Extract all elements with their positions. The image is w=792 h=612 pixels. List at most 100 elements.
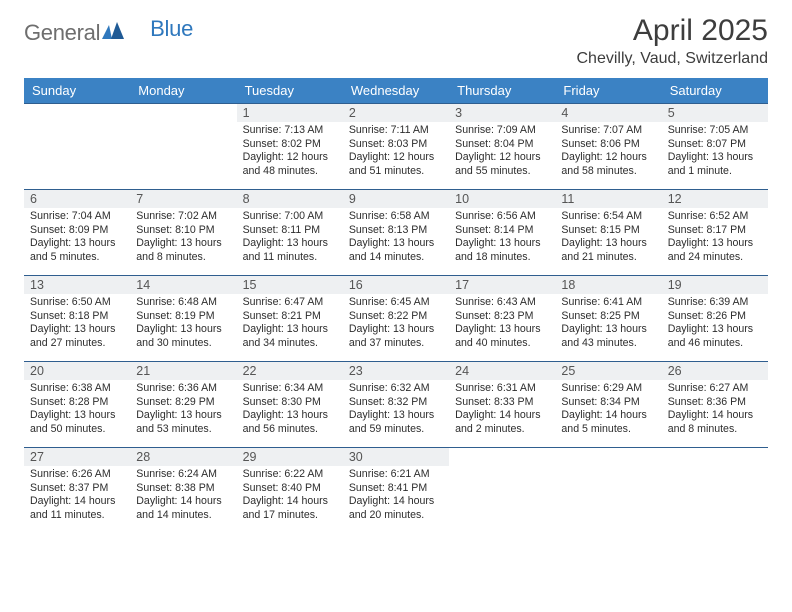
day-number: 30: [343, 448, 449, 466]
sunset-text: Sunset: 8:22 PM: [349, 310, 443, 324]
sunrise-text: Sunrise: 6:48 AM: [136, 296, 230, 310]
calendar-cell: 2Sunrise: 7:11 AMSunset: 8:03 PMDaylight…: [343, 103, 449, 189]
calendar-cell: 22Sunrise: 6:34 AMSunset: 8:30 PMDayligh…: [237, 361, 343, 447]
header: General Blue April 2025 Chevilly, Vaud, …: [24, 14, 768, 68]
sunrise-text: Sunrise: 6:41 AM: [561, 296, 655, 310]
day-number: 15: [237, 276, 343, 294]
calendar-cell: 20Sunrise: 6:38 AMSunset: 8:28 PMDayligh…: [24, 361, 130, 447]
sunrise-text: Sunrise: 7:11 AM: [349, 124, 443, 138]
calendar-cell: 16Sunrise: 6:45 AMSunset: 8:22 PMDayligh…: [343, 275, 449, 361]
daylight-text: Daylight: 13 hours and 53 minutes.: [136, 409, 230, 436]
daylight-text: Daylight: 13 hours and 59 minutes.: [349, 409, 443, 436]
sunrise-text: Sunrise: 7:05 AM: [668, 124, 762, 138]
sunset-text: Sunset: 8:17 PM: [668, 224, 762, 238]
sunset-text: Sunset: 8:13 PM: [349, 224, 443, 238]
day-body: Sunrise: 7:05 AMSunset: 8:07 PMDaylight:…: [662, 122, 768, 182]
day-body: Sunrise: 7:09 AMSunset: 8:04 PMDaylight:…: [449, 122, 555, 182]
day-body: Sunrise: 6:48 AMSunset: 8:19 PMDaylight:…: [130, 294, 236, 354]
brand-part2: Blue: [150, 16, 193, 42]
sunrise-text: Sunrise: 6:32 AM: [349, 382, 443, 396]
daylight-text: Daylight: 13 hours and 50 minutes.: [30, 409, 124, 436]
sunset-text: Sunset: 8:02 PM: [243, 138, 337, 152]
calendar-cell: 21Sunrise: 6:36 AMSunset: 8:29 PMDayligh…: [130, 361, 236, 447]
daylight-text: Daylight: 13 hours and 8 minutes.: [136, 237, 230, 264]
sunset-text: Sunset: 8:30 PM: [243, 396, 337, 410]
daylight-text: Daylight: 13 hours and 5 minutes.: [30, 237, 124, 264]
day-number: 5: [662, 104, 768, 122]
day-number: 14: [130, 276, 236, 294]
calendar-cell: 11Sunrise: 6:54 AMSunset: 8:15 PMDayligh…: [555, 189, 661, 275]
day-body: Sunrise: 6:26 AMSunset: 8:37 PMDaylight:…: [24, 466, 130, 526]
sunrise-text: Sunrise: 6:22 AM: [243, 468, 337, 482]
weekday-sunday: Sunday: [24, 78, 130, 103]
calendar-cell: 23Sunrise: 6:32 AMSunset: 8:32 PMDayligh…: [343, 361, 449, 447]
daylight-text: Daylight: 14 hours and 20 minutes.: [349, 495, 443, 522]
day-number: 11: [555, 190, 661, 208]
day-number: 8: [237, 190, 343, 208]
day-number: 12: [662, 190, 768, 208]
sunrise-text: Sunrise: 6:26 AM: [30, 468, 124, 482]
daylight-text: Daylight: 13 hours and 14 minutes.: [349, 237, 443, 264]
sunrise-text: Sunrise: 6:21 AM: [349, 468, 443, 482]
day-number: 2: [343, 104, 449, 122]
sunset-text: Sunset: 8:18 PM: [30, 310, 124, 324]
day-number: 19: [662, 276, 768, 294]
calendar-cell: 24Sunrise: 6:31 AMSunset: 8:33 PMDayligh…: [449, 361, 555, 447]
calendar-cell: 18Sunrise: 6:41 AMSunset: 8:25 PMDayligh…: [555, 275, 661, 361]
calendar-row: 6Sunrise: 7:04 AMSunset: 8:09 PMDaylight…: [24, 189, 768, 275]
calendar-cell: 26Sunrise: 6:27 AMSunset: 8:36 PMDayligh…: [662, 361, 768, 447]
sunrise-text: Sunrise: 7:07 AM: [561, 124, 655, 138]
weekday-row: SundayMondayTuesdayWednesdayThursdayFrid…: [24, 78, 768, 103]
daylight-text: Daylight: 13 hours and 21 minutes.: [561, 237, 655, 264]
daylight-text: Daylight: 13 hours and 40 minutes.: [455, 323, 549, 350]
day-number: 28: [130, 448, 236, 466]
daylight-text: Daylight: 14 hours and 8 minutes.: [668, 409, 762, 436]
page-subtitle: Chevilly, Vaud, Switzerland: [577, 50, 769, 68]
day-body: Sunrise: 7:04 AMSunset: 8:09 PMDaylight:…: [24, 208, 130, 268]
triangle-icon: [102, 22, 124, 45]
day-body: Sunrise: 7:11 AMSunset: 8:03 PMDaylight:…: [343, 122, 449, 182]
weekday-saturday: Saturday: [662, 78, 768, 103]
day-number: 23: [343, 362, 449, 380]
day-body: Sunrise: 7:13 AMSunset: 8:02 PMDaylight:…: [237, 122, 343, 182]
sunset-text: Sunset: 8:34 PM: [561, 396, 655, 410]
sunset-text: Sunset: 8:29 PM: [136, 396, 230, 410]
sunrise-text: Sunrise: 6:52 AM: [668, 210, 762, 224]
sunrise-text: Sunrise: 7:00 AM: [243, 210, 337, 224]
weekday-tuesday: Tuesday: [237, 78, 343, 103]
calendar-table: SundayMondayTuesdayWednesdayThursdayFrid…: [24, 78, 768, 537]
sunset-text: Sunset: 8:19 PM: [136, 310, 230, 324]
day-body: Sunrise: 6:34 AMSunset: 8:30 PMDaylight:…: [237, 380, 343, 440]
sunrise-text: Sunrise: 6:36 AM: [136, 382, 230, 396]
calendar-body: 1Sunrise: 7:13 AMSunset: 8:02 PMDaylight…: [24, 103, 768, 537]
day-number: 10: [449, 190, 555, 208]
daylight-text: Daylight: 13 hours and 34 minutes.: [243, 323, 337, 350]
sunset-text: Sunset: 8:06 PM: [561, 138, 655, 152]
calendar-cell: [130, 103, 236, 189]
day-number: 7: [130, 190, 236, 208]
calendar-cell: 17Sunrise: 6:43 AMSunset: 8:23 PMDayligh…: [449, 275, 555, 361]
day-number: 13: [24, 276, 130, 294]
day-body: Sunrise: 7:00 AMSunset: 8:11 PMDaylight:…: [237, 208, 343, 268]
calendar-cell: [555, 447, 661, 537]
day-number: 27: [24, 448, 130, 466]
weekday-thursday: Thursday: [449, 78, 555, 103]
day-body: Sunrise: 6:47 AMSunset: 8:21 PMDaylight:…: [237, 294, 343, 354]
calendar-head: SundayMondayTuesdayWednesdayThursdayFrid…: [24, 78, 768, 103]
sunrise-text: Sunrise: 6:45 AM: [349, 296, 443, 310]
sunset-text: Sunset: 8:14 PM: [455, 224, 549, 238]
calendar-row: 1Sunrise: 7:13 AMSunset: 8:02 PMDaylight…: [24, 103, 768, 189]
calendar-cell: [449, 447, 555, 537]
daylight-text: Daylight: 14 hours and 14 minutes.: [136, 495, 230, 522]
daylight-text: Daylight: 13 hours and 46 minutes.: [668, 323, 762, 350]
calendar-page: General Blue April 2025 Chevilly, Vaud, …: [0, 0, 792, 612]
calendar-cell: 1Sunrise: 7:13 AMSunset: 8:02 PMDaylight…: [237, 103, 343, 189]
daylight-text: Daylight: 13 hours and 24 minutes.: [668, 237, 762, 264]
day-body: Sunrise: 6:45 AMSunset: 8:22 PMDaylight:…: [343, 294, 449, 354]
sunrise-text: Sunrise: 6:56 AM: [455, 210, 549, 224]
day-number: 24: [449, 362, 555, 380]
calendar-cell: 25Sunrise: 6:29 AMSunset: 8:34 PMDayligh…: [555, 361, 661, 447]
daylight-text: Daylight: 14 hours and 11 minutes.: [30, 495, 124, 522]
sunrise-text: Sunrise: 6:31 AM: [455, 382, 549, 396]
sunset-text: Sunset: 8:40 PM: [243, 482, 337, 496]
